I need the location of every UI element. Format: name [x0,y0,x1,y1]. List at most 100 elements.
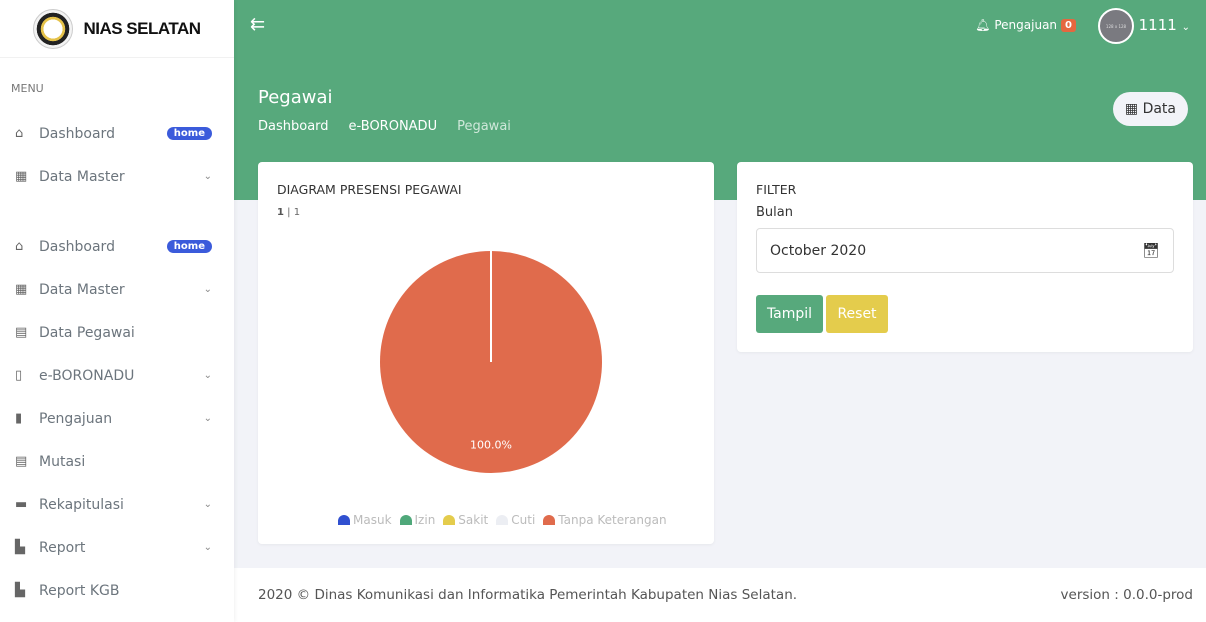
sidebar-item-label: Report [39,539,86,556]
home-icon: ⌂ [15,239,24,254]
briefcase-icon: ▮ [15,411,23,426]
legend-item[interactable]: Sakit [443,513,488,527]
chart-count: 1 | 1 [277,207,301,218]
count-a: 1 [277,207,284,218]
legend-item[interactable]: Cuti [496,513,535,527]
sidebar-item-report[interactable]: ▙ Report ⌄ [0,526,234,569]
breadcrumb-eboronadu[interactable]: e-BORONADU [348,119,438,134]
sidebar-item-label: Data Master [39,281,125,298]
sidebar-menu-clipped: ⌂ Dashboard home ▦ Data Master ⌄ ▤Data Pegawai [0,112,234,212]
avatar[interactable]: 128 x 128 [1098,8,1134,44]
bell-icon: 🔔︎ [975,18,991,32]
sidebar-item-label: Dashboard [39,238,115,255]
table-icon: ▦ [1124,101,1139,117]
sidebar-item-data-pegawai[interactable]: ▤ Data Pegawai [0,311,234,354]
chevron-down-icon: ⌄ [203,499,212,510]
sidebar-item-data-master[interactable]: ▦ Data Master ⌄ [0,268,234,311]
chevron-down-icon: ⌄ [203,284,212,295]
user-menu[interactable]: 1111 ⌄ [1139,16,1190,34]
version: version : 0.0.0-prod [1060,587,1193,603]
legend-item[interactable]: Izin [399,513,436,527]
filter-card: FILTER Bulan October 2020 📅︎ Tampil Reset [737,162,1193,352]
chevron-down-icon: ⌄ [203,542,212,553]
data-button-label: Data [1142,101,1176,117]
home-icon: ⌂ [15,126,24,141]
breadcrumb-current: Pegawai [457,119,511,134]
sidebar-item-data-master[interactable]: ▦ Data Master ⌄ [0,155,234,198]
sidebar: NIAS SELATAN MENU ⌂ Dashboard home ▦ Data Ma… [0,0,234,622]
sidebar-item-label: Mutasi [39,453,86,470]
sidebar-item-report-kgb[interactable]: ▙ Report KGB [0,569,234,612]
sidebar-item-label: Dashboard [39,125,115,142]
sidebar-toggle-icon[interactable]: ⇇ [250,14,266,35]
pie-chart: 100.0% [380,251,602,473]
breadcrumb-dashboard[interactable]: Dashboard [258,119,329,134]
legend-swatch [443,515,456,525]
copyright: 2020 © Dinas Komunikasi dan Informatika … [258,587,798,603]
sidebar-item-data-pegawai[interactable]: ▤Data Pegawai [0,198,234,213]
chart-card: DIAGRAM PRESENSI PEGAWAI 1 | 1 100.0% Ma… [258,162,714,544]
tampil-button[interactable]: Tampil [756,295,823,333]
sidebar-item-dashboard[interactable]: ⌂ Dashboard home [0,225,234,268]
table-icon: ▦ [15,169,28,184]
legend-label: Tanpa Keterangan [558,513,667,527]
file-icon: ▙ [15,540,25,555]
legend-swatch [543,515,556,525]
sidebar-item-rekapitulasi[interactable]: ▬ Rekapitulasi ⌄ [0,483,234,526]
breadcrumb: Dashboard e-BORONADU Pegawai [258,119,511,134]
sidebar-item-label: Report KGB [39,582,120,599]
chevron-down-icon: ⌄ [203,171,212,182]
sidebar-item-label: Data Pegawai [39,212,212,213]
month-value: October 2020 [770,242,867,259]
id-card-icon: ▤ [15,325,28,340]
month-label: Bulan [756,205,793,220]
legend-label: Izin [414,513,436,527]
sidebar-item-mutasi[interactable]: ▤ Mutasi [0,440,234,483]
logo [33,8,74,49]
sidebar-item-label: Data Master [39,168,125,185]
chart-title: DIAGRAM PRESENSI PEGAWAI [277,182,462,197]
sidebar-item-dashboard[interactable]: ⌂ Dashboard home [0,112,234,155]
id-card-icon: ▤ [15,454,28,469]
legend-label: Sakit [458,513,489,527]
brand-name: NIAS SELATAN [83,18,201,38]
footer: 2020 © Dinas Komunikasi dan Informatika … [234,568,1206,622]
legend-swatch [496,515,509,525]
sidebar-item-label: Rekapitulasi [39,496,124,513]
notification-button[interactable]: 🔔︎ Pengajuan 0 [975,18,1076,32]
legend-item[interactable]: Tanpa Keterangan [543,513,667,527]
sidebar-item-label: e-BORONADU [39,367,135,384]
legend-label: Cuti [511,513,536,527]
month-input[interactable]: October 2020 📅︎ [756,228,1174,273]
filter-title: FILTER [756,182,797,197]
reset-button[interactable]: Reset [826,295,888,333]
sidebar-item-pengajuan[interactable]: ▮ Pengajuan ⌄ [0,397,234,440]
user-name: 1111 [1138,16,1177,34]
menu-label: MENU [11,82,44,95]
mobile-icon: ▯ [15,368,23,383]
calendar-icon[interactable]: 📅︎ [1142,242,1160,259]
count-b: 1 [293,207,301,218]
page-title: Pegawai [258,87,333,108]
table-icon: ▦ [15,282,28,297]
notification-count: 0 [1061,18,1076,32]
home-badge: home [166,240,212,253]
chevron-down-icon: ⌄ [203,370,212,381]
sidebar-item-e-boronadu[interactable]: ▯ e-BORONADU ⌄ [0,354,234,397]
legend-swatch [338,515,350,525]
chevron-down-icon: ⌄ [203,413,212,424]
sidebar-item-label: Pengajuan [39,410,113,427]
brand[interactable]: NIAS SELATAN [0,0,234,58]
chart-legend: Masuk Izin Sakit Cuti Tanpa Keterangan [338,513,667,527]
sidebar-menu: ⌂ Dashboard home ▦ Data Master ⌄ ▤ Data Pegawai… [0,225,234,612]
home-badge: home [166,127,212,140]
legend-swatch [399,515,412,525]
legend-item[interactable]: Masuk [338,513,392,527]
pie-data-label: 100.0% [470,439,512,452]
file-icon: ▙ [15,583,25,598]
sidebar-item-label: Data Pegawai [39,324,135,341]
notification-label: Pengajuan [994,18,1058,32]
data-button[interactable]: ▦ Data [1112,92,1188,126]
legend-label: Masuk [353,513,392,527]
book-icon: ▬ [15,497,28,512]
